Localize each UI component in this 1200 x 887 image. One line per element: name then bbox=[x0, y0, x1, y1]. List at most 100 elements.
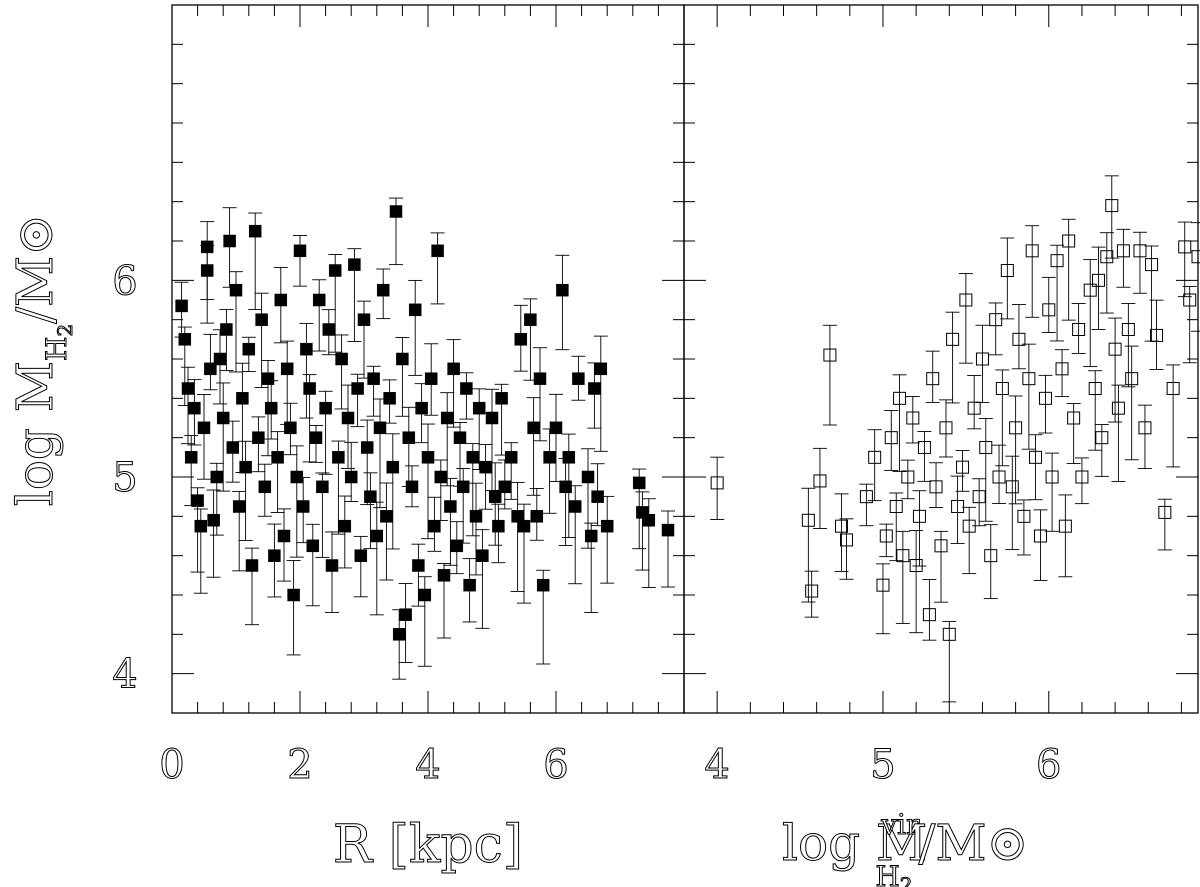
data-point bbox=[453, 431, 467, 444]
data-point bbox=[1125, 372, 1139, 386]
data-point bbox=[884, 431, 898, 445]
data-point bbox=[207, 514, 220, 527]
data-point bbox=[261, 372, 275, 385]
data-point bbox=[188, 401, 201, 415]
data-point bbox=[1042, 303, 1056, 317]
data-point bbox=[572, 372, 585, 385]
data-point bbox=[392, 628, 406, 641]
y-tick-label: 5 bbox=[112, 455, 137, 501]
data-point bbox=[1000, 264, 1014, 277]
data-point bbox=[258, 480, 272, 494]
data-point bbox=[823, 348, 837, 362]
data-point bbox=[1058, 519, 1072, 533]
data-point bbox=[418, 588, 432, 602]
data-point bbox=[344, 470, 358, 484]
data-point bbox=[303, 382, 316, 395]
left-panel-errorbars bbox=[174, 197, 675, 680]
data-point bbox=[360, 441, 374, 454]
data-point bbox=[801, 513, 815, 527]
data-point bbox=[434, 470, 448, 484]
data-point bbox=[584, 529, 598, 543]
data-point bbox=[946, 332, 960, 346]
data-point bbox=[889, 500, 903, 513]
data-point bbox=[383, 392, 396, 405]
data-point bbox=[373, 421, 387, 435]
data-point bbox=[402, 431, 416, 444]
data-point bbox=[926, 372, 940, 386]
data-point bbox=[200, 264, 214, 277]
data-point bbox=[479, 460, 492, 474]
left-panel: 0 2 4 6 4 5 6 bbox=[112, 4, 685, 789]
data-point bbox=[351, 382, 364, 395]
data-point bbox=[594, 362, 608, 376]
data-point bbox=[492, 519, 505, 533]
data-point bbox=[216, 411, 230, 425]
data-point bbox=[524, 313, 537, 326]
right-x-axis-label-text: log Mvir H2/M⊙ bbox=[782, 808, 1028, 887]
data-point bbox=[255, 313, 268, 326]
data-point bbox=[984, 549, 998, 563]
data-point bbox=[896, 549, 910, 563]
data-point bbox=[309, 431, 323, 444]
data-point bbox=[223, 234, 236, 248]
data-point bbox=[1095, 431, 1109, 445]
data-point bbox=[1017, 509, 1031, 523]
data-point bbox=[440, 411, 454, 425]
x-tick-label: 5 bbox=[870, 742, 895, 788]
data-point bbox=[338, 519, 352, 533]
data-point bbox=[942, 627, 956, 641]
data-point bbox=[306, 539, 320, 553]
data-point bbox=[642, 514, 656, 527]
data-point bbox=[348, 258, 361, 271]
data-point bbox=[1050, 254, 1064, 268]
data-point bbox=[543, 451, 556, 464]
data-point bbox=[220, 323, 233, 336]
data-point bbox=[248, 224, 262, 238]
data-point bbox=[488, 490, 502, 503]
left-x-axis-label: R [kpc] bbox=[333, 815, 523, 875]
data-point bbox=[1009, 421, 1023, 435]
data-point bbox=[428, 519, 441, 533]
data-point bbox=[805, 584, 819, 598]
data-point bbox=[1062, 234, 1076, 248]
data-point bbox=[380, 510, 393, 523]
data-point bbox=[1045, 470, 1059, 484]
data-point bbox=[466, 451, 480, 464]
data-point bbox=[876, 578, 890, 592]
data-point bbox=[274, 293, 288, 307]
data-point bbox=[632, 476, 646, 490]
data-point bbox=[813, 474, 827, 488]
data-point bbox=[408, 303, 422, 317]
data-point bbox=[431, 244, 444, 258]
right-panel-errorbars bbox=[710, 175, 1200, 703]
data-point bbox=[517, 519, 531, 533]
data-point bbox=[200, 240, 214, 254]
data-point bbox=[204, 362, 217, 376]
data-point bbox=[444, 500, 457, 513]
data-point bbox=[284, 421, 297, 435]
data-point bbox=[319, 401, 332, 415]
data-point bbox=[710, 476, 724, 490]
data-point bbox=[591, 490, 604, 503]
data-point bbox=[906, 411, 920, 425]
data-point bbox=[463, 578, 476, 592]
data-point bbox=[184, 451, 198, 464]
data-point bbox=[661, 523, 675, 537]
data-point bbox=[370, 529, 384, 543]
x-tick-label: 6 bbox=[543, 742, 568, 788]
data-point bbox=[178, 333, 192, 346]
data-point bbox=[835, 519, 849, 533]
data-point bbox=[405, 480, 419, 494]
data-point bbox=[412, 559, 425, 572]
data-point bbox=[322, 323, 336, 336]
data-point bbox=[280, 362, 294, 376]
data-point bbox=[912, 509, 926, 523]
data-point bbox=[357, 313, 371, 326]
data-point bbox=[959, 293, 973, 307]
data-point bbox=[232, 500, 246, 513]
data-point bbox=[939, 421, 953, 435]
data-point bbox=[530, 510, 544, 523]
data-point bbox=[1166, 382, 1180, 395]
data-point bbox=[581, 470, 595, 484]
data-point bbox=[1150, 328, 1164, 342]
